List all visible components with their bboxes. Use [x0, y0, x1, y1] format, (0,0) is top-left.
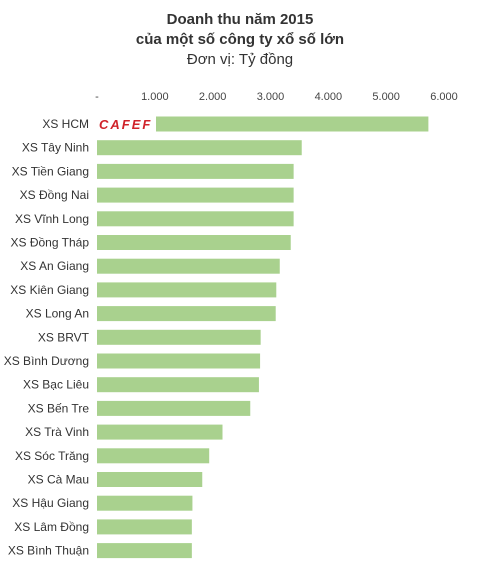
category-label: XS Kiên Giang — [10, 283, 89, 297]
bar — [97, 282, 277, 298]
category-label: XS An Giang — [20, 259, 89, 273]
x-tick-label: 6.000 — [430, 91, 458, 103]
category-label: XS Bến Tre — [28, 401, 90, 415]
category-label: XS Vĩnh Long — [15, 212, 89, 226]
category-label: XS Đồng Nai — [20, 188, 89, 202]
bar — [97, 211, 294, 227]
bar — [97, 306, 276, 322]
category-label: XS Lâm Đồng — [14, 520, 89, 534]
bar — [97, 353, 261, 369]
category-label: XS BRVT — [38, 330, 90, 344]
bar — [97, 140, 302, 156]
chart-title: Doanh thu năm 2015 — [166, 11, 314, 28]
x-tick-label: 3.000 — [257, 91, 285, 103]
bar — [97, 187, 294, 203]
x-tick-label: - — [95, 91, 99, 103]
category-label: XS Sóc Trăng — [15, 449, 89, 463]
x-tick-label: 4.000 — [315, 91, 343, 103]
bar — [97, 163, 294, 179]
cafef-watermark-logo: CAFEF — [97, 116, 157, 132]
category-label: XS Đồng Tháp — [11, 236, 90, 250]
category-label: XS Trà Vinh — [25, 425, 89, 439]
bar — [97, 235, 291, 250]
bar — [97, 400, 251, 416]
bar — [97, 519, 192, 535]
category-label: XS Tây Ninh — [22, 141, 89, 155]
bar — [97, 472, 203, 487]
chart-unit-label: Đơn vị: Tỷ đồng — [186, 51, 294, 68]
category-label: XS Bình Thuận — [8, 544, 89, 558]
category-label: XS Hậu Giang — [12, 496, 89, 510]
bar — [97, 116, 429, 132]
bar — [97, 543, 192, 559]
category-label: XS Long An — [26, 307, 89, 321]
category-label: XS Tiền Giang — [12, 164, 89, 178]
chart-title-block: Doanh thu năm 2015 của một số công ty xổ… — [0, 10, 480, 70]
bar — [97, 424, 223, 440]
bar — [97, 377, 259, 393]
category-label: XS Cà Mau — [28, 473, 89, 487]
x-tick-label: 2.000 — [199, 91, 227, 103]
x-tick-label: 1.000 — [141, 91, 169, 103]
chart-subtitle: của một số công ty xổ số lớn — [135, 31, 345, 48]
bar — [97, 448, 210, 464]
category-label: XS Bình Dương — [4, 354, 89, 368]
x-tick-label: 5.000 — [372, 91, 400, 103]
bar — [97, 258, 280, 274]
bar — [97, 329, 261, 345]
bar — [97, 495, 193, 511]
category-label: XS Bạc Liêu — [23, 378, 89, 392]
category-label: XS HCM — [42, 117, 89, 131]
